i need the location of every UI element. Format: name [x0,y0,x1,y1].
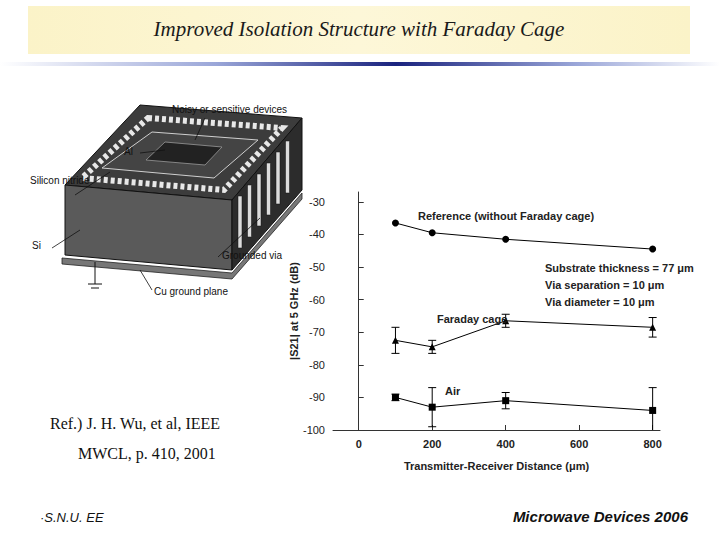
svg-text:-30: -30 [309,196,325,208]
svg-text:0: 0 [356,438,362,450]
html-text:MWCL, p. 410, 2001: MWCL, p. 410, 2001 [78,445,216,462]
html-text:Al: Al [124,146,133,157]
html-text:Grounded via: Grounded via [222,250,282,261]
svg-text:-50: -50 [309,261,325,273]
html-text:Cu ground plane: Cu ground plane [154,286,228,297]
svg-text:Air: Air [445,385,461,397]
html-text:Silicon nitride: Silicon nitride [30,175,90,186]
svg-text:-90: -90 [309,391,325,403]
html-text:Microwave Devices 2006: Microwave Devices 2006 [512,508,688,525]
svg-text:800: 800 [643,438,661,450]
svg-text:-100: -100 [303,424,325,436]
svg-text:Substrate thickness = 77 μm: Substrate thickness = 77 μm [545,262,694,274]
svg-text:|S21| at 5 GHz (dB): |S21| at 5 GHz (dB) [288,262,300,360]
html-text:Si: Si [32,240,41,251]
svg-text:Transmitter-Receiver Distance: Transmitter-Receiver Distance (μm) [404,460,590,472]
svg-text:-70: -70 [309,326,325,338]
svg-text:Via diameter = 10 μm: Via diameter = 10 μm [545,296,655,308]
svg-text:-80: -80 [309,359,325,371]
html-text:·S.N.U. EE: ·S.N.U. EE [40,510,104,525]
svg-text:Via separation = 10 μm: Via separation = 10 μm [545,279,665,291]
html-text:Ref.) J. H. Wu, et al, IEEE: Ref.) J. H. Wu, et al, IEEE [50,415,221,432]
html-text:Noisy or sensitive devices: Noisy or sensitive devices [172,104,287,115]
svg-text:400: 400 [497,438,515,450]
svg-text:Faraday cage: Faraday cage [437,313,507,325]
svg-text:200: 200 [423,438,441,450]
html-text:Improved Isolation Structure w: Improved Isolation Structure with Farada… [153,17,565,41]
svg-text:-40: -40 [309,228,325,240]
svg-text:Reference (without Faraday cag: Reference (without Faraday cage) [418,210,594,222]
svg-text:-60: -60 [309,294,325,306]
svg-text:600: 600 [570,438,588,450]
